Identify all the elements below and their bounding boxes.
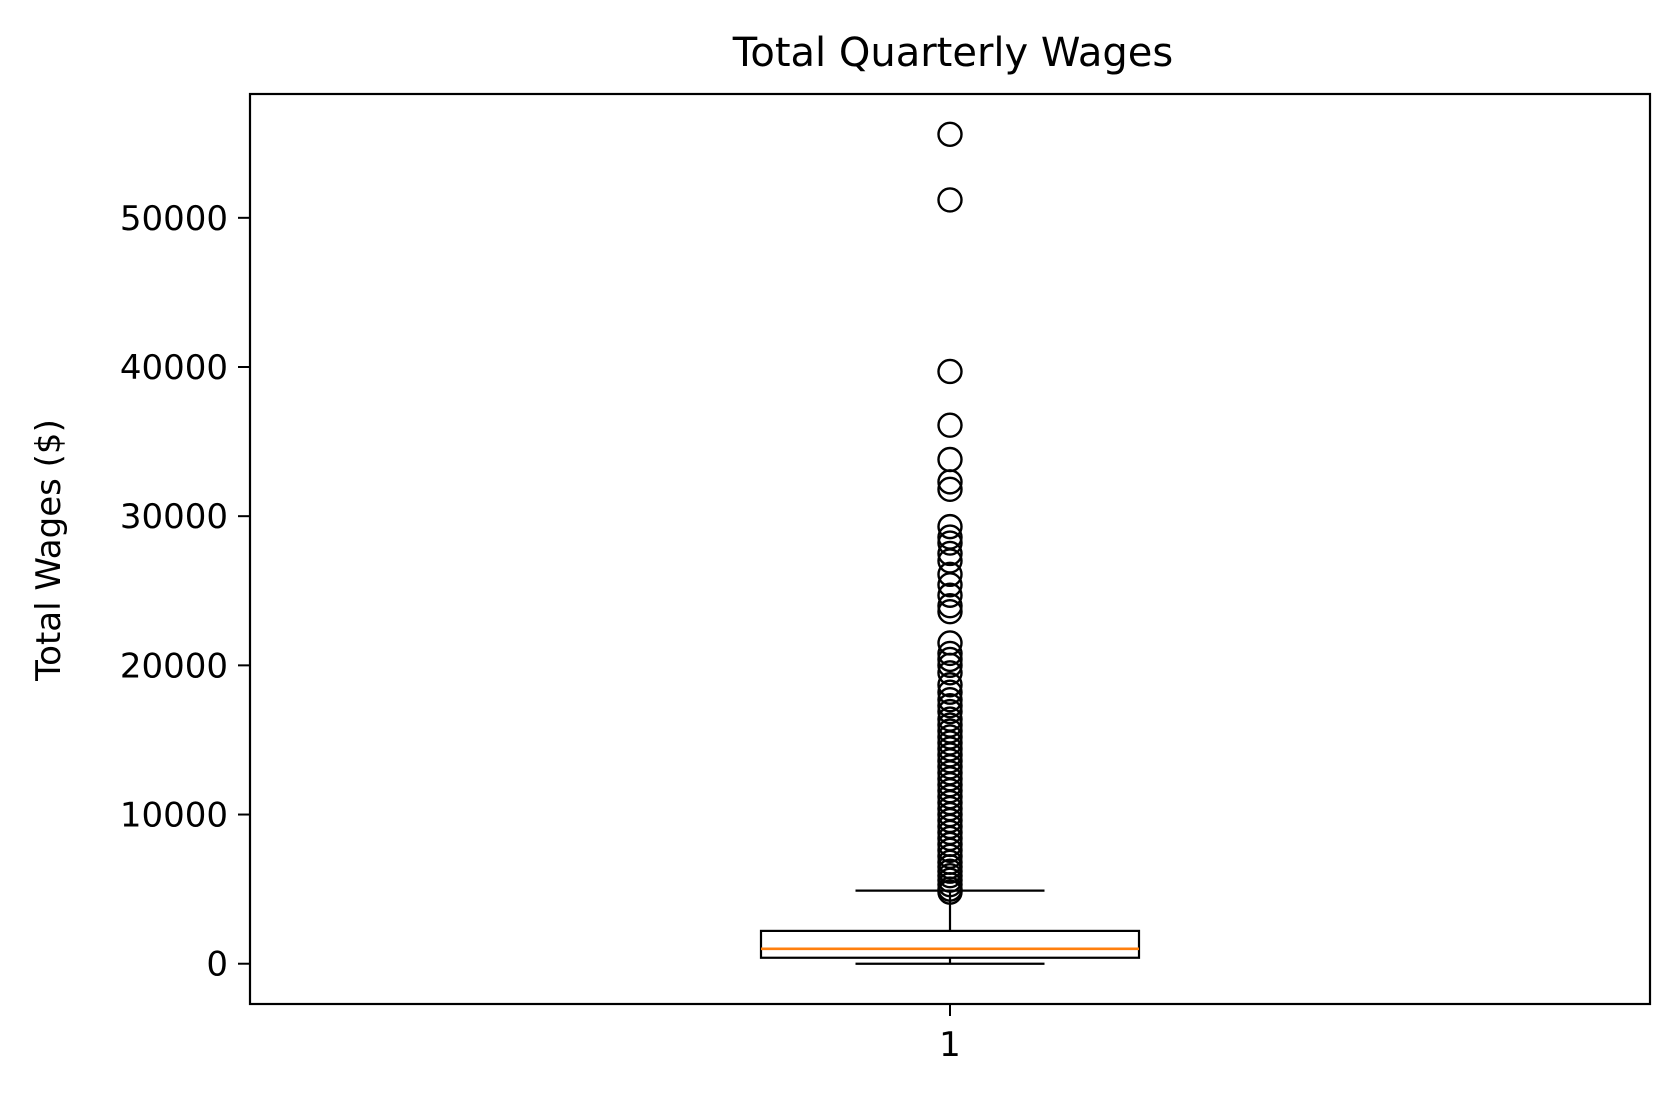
y-tick-label: 40000 xyxy=(120,348,228,388)
outlier-point xyxy=(937,660,963,686)
outlier-point xyxy=(937,640,963,667)
outlier-point xyxy=(937,652,963,679)
outlier-point xyxy=(937,837,963,864)
outlier-point xyxy=(937,530,963,556)
outlier-point xyxy=(937,513,963,540)
outlier-point xyxy=(937,686,963,713)
y-axis-ticks: 0 10000 20000 30000 40000 50000 xyxy=(120,199,250,985)
outlier-point xyxy=(937,572,963,598)
y-tick-label: 20000 xyxy=(120,646,228,686)
outlier-point xyxy=(937,476,963,503)
y-tick-label: 10000 xyxy=(120,796,228,836)
y-tick-label: 0 xyxy=(206,945,228,985)
outlier-point xyxy=(937,187,963,213)
outlier-point xyxy=(937,412,963,438)
outlier-point xyxy=(937,692,963,719)
outlier-point xyxy=(937,879,963,905)
outlier-point xyxy=(937,358,963,385)
x-axis-ticks: 1 xyxy=(939,1004,961,1065)
outlier-point xyxy=(937,540,963,567)
outlier-point xyxy=(937,592,963,619)
outlier-point xyxy=(937,646,963,673)
y-tick-label: 50000 xyxy=(120,199,228,239)
outlier-point xyxy=(937,672,963,698)
outlier-point xyxy=(937,582,963,608)
outlier-points xyxy=(937,121,963,905)
outlier-point xyxy=(937,698,963,725)
x-tick-label: 1 xyxy=(939,1025,961,1065)
chart-title: Total Quarterly Wages xyxy=(732,30,1174,76)
outlier-point xyxy=(937,679,963,705)
outlier-point xyxy=(937,469,963,495)
outlier-point xyxy=(937,598,963,625)
y-axis-label: Total Wages ($) xyxy=(29,419,69,682)
plot-area-frame xyxy=(248,92,1652,1006)
y-tick-label: 30000 xyxy=(120,497,228,537)
box-iqr xyxy=(759,929,1141,959)
outlier-point xyxy=(937,121,963,147)
outlier-point xyxy=(937,561,963,588)
